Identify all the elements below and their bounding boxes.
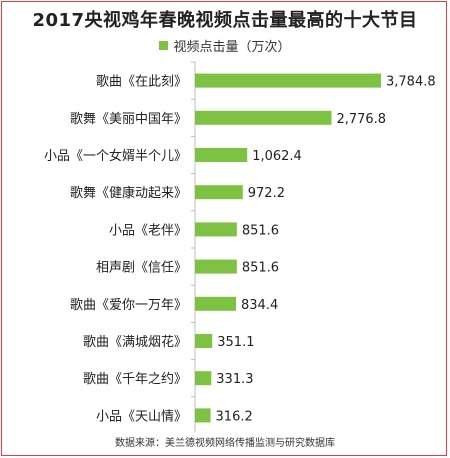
bar [195,259,237,274]
category-label: 歌曲《爱你一万年》 [70,298,187,313]
data-label: 834.4 [241,298,278,313]
data-label: 1,062.4 [252,149,302,164]
bar [195,185,243,200]
data-label: 972.2 [248,186,285,201]
chart-title: 2017央视鸡年春晚视频点击量最高的十大节目 [32,10,418,31]
bar [195,334,213,348]
bar [195,110,332,125]
category-label: 小品《天山情》 [96,409,187,424]
data-label: 331.3 [216,372,253,387]
data-label: 851.6 [242,223,279,238]
data-label: 851.6 [242,261,279,276]
category-label: 歌舞《美丽中国年》 [70,112,187,127]
category-label: 相声剧《信任》 [96,261,187,276]
bar [195,371,212,386]
category-label: 小品《老伴》 [109,223,187,238]
category-label: 歌曲《满城烟花》 [83,334,187,350]
bar [195,222,237,237]
bar [195,408,211,423]
category-label: 小品《一个女婿半个儿》 [44,148,187,164]
data-label: 351.1 [217,335,254,350]
legend-label: 视频点击量（万次） [173,40,291,55]
legend-swatch [159,41,169,50]
source-note: 数据来源：美兰德视频网络传播监测与研究数据库 [115,438,335,449]
bar [195,73,381,88]
bar [195,148,248,162]
category-label: 歌舞《健康动起来》 [70,185,187,201]
data-label: 2,776.8 [336,112,386,127]
data-label: 316.2 [216,409,253,424]
chart-legend: 视频点击量（万次） [0,36,450,55]
data-label: 3,784.8 [386,75,436,90]
category-label: 歌曲《在此刻》 [96,75,187,90]
bar [195,296,237,311]
category-label: 歌曲《千年之约》 [83,372,187,387]
